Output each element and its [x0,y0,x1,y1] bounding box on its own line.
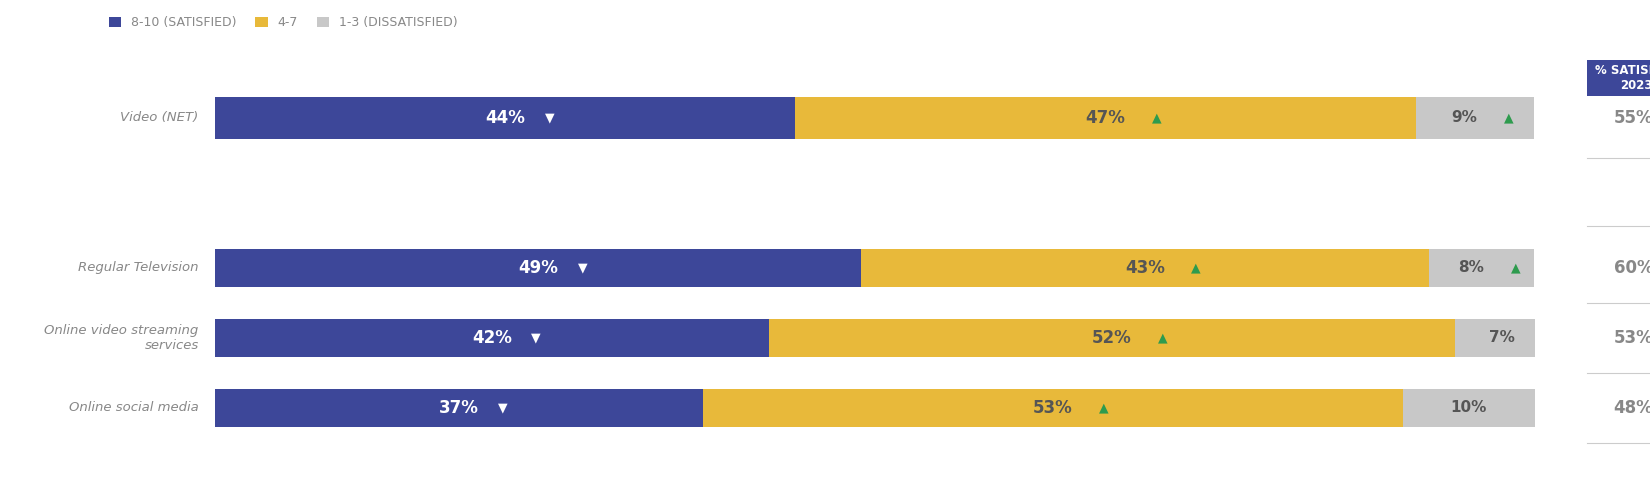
Text: 55%: 55% [1614,109,1650,127]
Bar [214,97,795,139]
Text: ▼: ▼ [578,261,587,274]
Text: ▼: ▼ [531,332,541,344]
Bar [1416,97,1535,139]
Text: 7%: 7% [1488,330,1515,346]
Bar [1429,249,1535,287]
Bar [769,319,1455,357]
Text: 53%: 53% [1614,329,1650,347]
Text: 10%: 10% [1450,401,1487,415]
Bar [861,249,1429,287]
Bar [1402,389,1534,427]
FancyBboxPatch shape [1587,60,1650,96]
Text: 8%: 8% [1459,260,1483,275]
Text: ▲: ▲ [1505,111,1513,124]
Text: ▲: ▲ [1191,261,1201,274]
Text: 53%: 53% [1033,399,1073,417]
Text: 42%: 42% [472,329,512,347]
Text: ▼: ▼ [544,111,554,124]
Bar [214,389,703,427]
Text: 43%: 43% [1125,259,1165,277]
Text: ▲: ▲ [1158,332,1168,344]
Text: ▲: ▲ [1511,261,1520,274]
Text: ▲: ▲ [1099,402,1109,415]
Bar [703,389,1402,427]
Text: % SATISFIED
2023: % SATISFIED 2023 [1596,64,1650,92]
Text: Online social media: Online social media [69,402,198,415]
Text: 47%: 47% [1086,109,1125,127]
Bar [1455,319,1548,357]
Legend: 8-10 (SATISFIED), 4-7, 1-3 (DISSATISFIED): 8-10 (SATISFIED), 4-7, 1-3 (DISSATISFIED… [109,16,459,29]
Text: ▲: ▲ [1152,111,1162,124]
Text: 60%: 60% [1614,259,1650,277]
Bar [795,97,1416,139]
Text: 9%: 9% [1452,110,1477,125]
Text: 44%: 44% [485,109,525,127]
Text: ▼: ▼ [498,402,508,415]
Text: Video (NET): Video (NET) [120,111,198,124]
Text: 49%: 49% [518,259,558,277]
Text: 52%: 52% [1092,329,1132,347]
Text: Online video streaming
services: Online video streaming services [45,324,198,352]
Text: 37%: 37% [439,399,478,417]
Bar [214,319,769,357]
Bar [214,249,861,287]
Text: Regular Television: Regular Television [78,261,198,274]
Text: 48%: 48% [1614,399,1650,417]
